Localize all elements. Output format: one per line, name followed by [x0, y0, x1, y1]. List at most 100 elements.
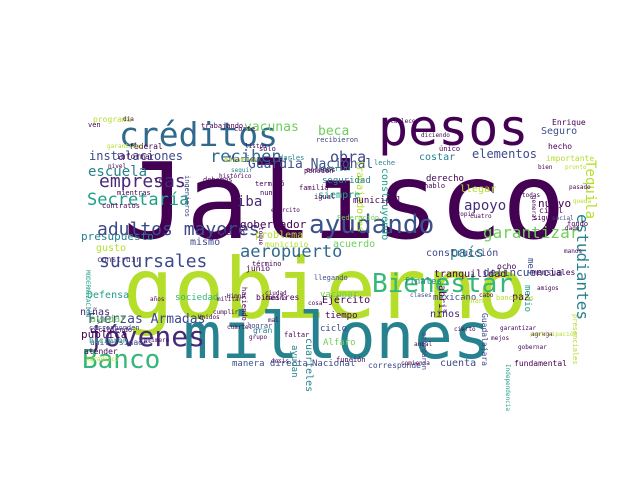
word-corresponde: corresponde — [368, 361, 421, 370]
word-pueblo: pueblo — [216, 228, 245, 237]
word-fundamental: fundamental — [514, 359, 567, 368]
word-ninas: niñas — [80, 307, 110, 318]
word-cumplir: cumplir — [213, 309, 239, 316]
word-dosis: dosis — [271, 358, 289, 365]
word-ocho: ocho — [497, 262, 516, 271]
word-enrique: Enrique — [552, 118, 586, 127]
word-darles: darles — [279, 154, 304, 162]
word-fuerzas-armadas: Fuerzas Armadas — [88, 312, 205, 327]
word-tren: Tren — [154, 177, 171, 185]
word-bimestres: bimestres — [256, 293, 300, 302]
word-ejercito: ejército — [271, 207, 300, 214]
word-pesos: pesos — [378, 99, 529, 157]
word-ayudar: ayudar — [90, 314, 126, 325]
word-apoyo: apoyo — [464, 198, 506, 214]
word-sigue: sigue — [533, 214, 554, 222]
word-paz: paz — [512, 292, 530, 303]
word-corte: corte — [234, 125, 255, 133]
word-modernizacion: MODERNIZACIÓN — [84, 270, 91, 317]
word-mientras: mientras — [117, 189, 151, 197]
word-tiempo: tiempo — [325, 311, 358, 321]
word-otorgaron: otorgaron — [420, 332, 428, 370]
word-bienestar: Bienestar — [372, 269, 513, 299]
word-jalisco: Jalisco — [123, 141, 566, 263]
word-iba: iba — [237, 194, 262, 210]
word-garantizar: garantizar — [500, 325, 537, 332]
word-creditos: créditos — [119, 115, 278, 154]
word-construyendo: construyendo — [379, 168, 390, 240]
word-estamos: estamos — [306, 166, 336, 174]
word-amigos: amigos — [537, 285, 559, 292]
word-independencia: Independencia — [504, 364, 511, 411]
word-seguridad: seguridad — [322, 176, 371, 186]
word-bancarias: bancarias — [496, 294, 534, 302]
word-sucursales: sucursales — [99, 251, 207, 272]
word-propio: propio — [453, 211, 475, 218]
word-clases: clases — [410, 292, 432, 299]
word-universidades: universidades — [90, 338, 153, 347]
word-anual: anual — [414, 341, 432, 348]
word-toque: toque — [257, 227, 264, 245]
word-construccion: construcción — [426, 247, 498, 259]
word-pension: pensión — [304, 167, 334, 175]
word-grupo: grupo — [249, 334, 267, 341]
word-termino: terminó — [255, 180, 285, 188]
word-comienza: comienza — [401, 360, 430, 367]
word-ingenieros: ingenieros — [183, 175, 191, 217]
word-gobierno: gobierno — [123, 240, 528, 338]
word-presenciales: presenciales — [571, 314, 579, 365]
word-costar: costar — [419, 152, 455, 163]
word-municipio: municipio — [265, 240, 309, 249]
word-importante: importante — [546, 154, 594, 163]
word-estudiantes: estudiantes — [573, 214, 592, 320]
word-vacunas: vacunas — [244, 120, 299, 135]
word-jovenes: jóvenes — [87, 320, 205, 353]
word-general: general — [530, 196, 537, 222]
word-guardia-nacional: Guardia Nacional — [248, 157, 373, 172]
word-hecho: hecho — [548, 142, 572, 151]
word-pronto: pronto — [565, 164, 587, 171]
word-aeropuerto: aeropuerto — [240, 242, 342, 262]
word-derecho: derecho — [426, 174, 464, 184]
word-cierto: cierto — [454, 326, 476, 333]
word-termino: término — [252, 260, 282, 268]
word-nivel: nivel — [108, 163, 126, 170]
word-lograr: lograr — [247, 322, 272, 330]
word-diciendo: diciendo — [421, 132, 450, 139]
word-nunca: nunca — [260, 189, 281, 197]
word-dia: día — [123, 116, 134, 123]
word-elementos: elementos — [472, 147, 537, 161]
word-civil: civil — [539, 206, 563, 215]
word-debemos: debemos — [203, 176, 233, 184]
word-seguir: seguir — [231, 167, 253, 174]
word-unico: único — [439, 145, 460, 153]
word-agradezco: Agradezco — [86, 356, 119, 363]
word-cabo: cabo — [479, 292, 494, 299]
word-gobernador: gobernador — [240, 218, 307, 231]
word-corresponden: corresponden — [89, 324, 140, 332]
word-adultos-mayores: adultos mayores — [97, 219, 260, 240]
word-primero: primero — [144, 337, 170, 344]
word-agrega: agrega — [531, 331, 553, 338]
word-bien: bien — [538, 164, 553, 171]
word-todas: todas — [522, 192, 540, 199]
word-mensuales: mensuales — [532, 268, 576, 277]
word-cuatro: cuatro — [470, 213, 492, 220]
word-banco: Banco — [82, 345, 160, 375]
word-reciben: reciben — [210, 147, 282, 167]
word-trabajadores: trabajadores — [354, 160, 365, 232]
word-pais: país — [450, 245, 484, 261]
word-familia: familia — [299, 184, 329, 192]
word-defensa: Defensa — [87, 290, 129, 301]
word-marina: Marina — [229, 155, 262, 165]
word-garantizar: garantizar — [483, 223, 580, 242]
word-tequila: Tequila — [582, 160, 598, 219]
word-empresas: empresas — [99, 171, 186, 192]
word-historico: histórico — [219, 173, 252, 180]
word-federacion: Federación — [337, 214, 379, 222]
word-trabajando: trabajando — [201, 122, 243, 130]
word-unidos: Unidos — [198, 314, 220, 321]
word-mes: mes — [525, 258, 535, 274]
word-leche: leche — [374, 159, 395, 167]
word-dado: dado — [565, 225, 580, 232]
